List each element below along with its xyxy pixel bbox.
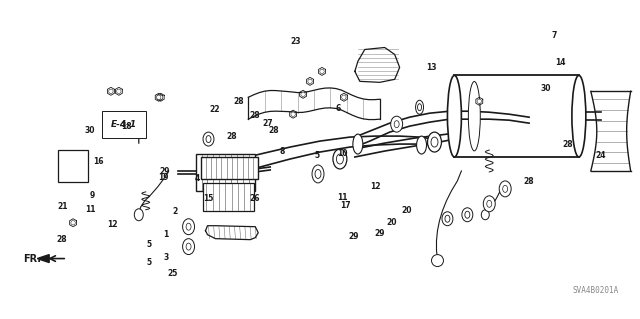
Circle shape [342,95,346,100]
Text: 23: 23 [291,37,301,46]
Text: 2: 2 [172,207,177,216]
Circle shape [301,92,305,96]
Ellipse shape [417,104,422,111]
Text: 20: 20 [401,206,412,215]
Text: 20: 20 [386,218,397,227]
Text: 3: 3 [163,254,168,263]
Ellipse shape [462,208,473,222]
Text: 24: 24 [595,151,605,160]
Text: 11: 11 [337,193,348,202]
Ellipse shape [481,210,489,220]
Ellipse shape [468,81,480,151]
Ellipse shape [182,219,195,235]
Ellipse shape [499,181,511,197]
Ellipse shape [447,75,461,157]
Polygon shape [205,226,259,240]
Ellipse shape [315,169,321,178]
Text: 13: 13 [426,63,436,72]
Text: 28: 28 [56,235,67,244]
Ellipse shape [182,239,195,255]
Circle shape [291,112,295,116]
Text: 10: 10 [337,149,348,158]
Text: 27: 27 [262,119,273,129]
Ellipse shape [337,154,344,164]
Text: 19: 19 [159,173,169,182]
Text: 30: 30 [84,126,95,135]
Text: 18: 18 [122,122,132,131]
Text: 28: 28 [562,140,573,149]
Circle shape [320,69,324,74]
Text: 21: 21 [58,202,68,211]
Text: 30: 30 [541,85,552,93]
Ellipse shape [353,134,363,154]
Polygon shape [37,255,49,263]
Ellipse shape [203,132,214,146]
Ellipse shape [572,75,586,157]
Ellipse shape [445,215,450,222]
Circle shape [159,95,163,100]
Text: 28: 28 [524,177,534,186]
Circle shape [71,220,76,225]
Text: E-4-1: E-4-1 [111,120,137,129]
Text: 25: 25 [167,269,177,278]
Ellipse shape [390,116,403,132]
Ellipse shape [442,212,453,226]
Text: 12: 12 [108,220,118,229]
Polygon shape [355,48,399,82]
Ellipse shape [502,185,508,192]
Text: 5: 5 [147,258,152,267]
Ellipse shape [465,211,470,218]
Circle shape [116,89,121,93]
Text: 28: 28 [227,132,237,141]
Ellipse shape [483,196,495,212]
Ellipse shape [415,100,424,114]
Circle shape [431,255,444,267]
Ellipse shape [206,136,211,143]
Text: 28: 28 [249,111,260,120]
Text: 29: 29 [159,167,170,176]
Text: 1: 1 [163,230,168,239]
Ellipse shape [487,200,492,207]
Text: 29: 29 [349,232,359,241]
Text: SVA4B0201A: SVA4B0201A [572,286,619,295]
Circle shape [477,99,481,103]
Text: 7: 7 [551,31,557,40]
Circle shape [308,79,312,84]
Text: 28: 28 [269,126,280,135]
Text: 22: 22 [210,105,220,114]
Text: 26: 26 [249,194,260,204]
Ellipse shape [134,209,143,221]
Text: 5: 5 [315,151,320,160]
Text: 9: 9 [89,190,95,200]
FancyBboxPatch shape [58,150,88,182]
Circle shape [109,89,113,93]
Text: 12: 12 [370,182,381,191]
Text: 14: 14 [556,58,566,67]
Text: 11: 11 [85,205,96,214]
Text: 8: 8 [279,147,284,156]
Text: 4: 4 [195,174,200,183]
Ellipse shape [428,132,442,152]
Ellipse shape [431,137,438,147]
Circle shape [157,95,161,100]
Ellipse shape [417,136,426,154]
Text: 29: 29 [374,229,385,238]
Ellipse shape [394,121,399,128]
FancyBboxPatch shape [196,154,255,191]
Text: 16: 16 [93,157,104,166]
Ellipse shape [186,223,191,230]
Text: 5: 5 [147,240,152,249]
FancyBboxPatch shape [202,183,254,211]
Ellipse shape [186,243,191,250]
Text: 15: 15 [204,194,214,203]
Text: FR.: FR. [23,254,41,263]
Text: 6: 6 [335,104,340,113]
Text: 28: 28 [233,97,244,106]
Text: 17: 17 [340,201,351,210]
Ellipse shape [312,165,324,183]
Ellipse shape [333,149,347,169]
FancyBboxPatch shape [200,157,259,179]
